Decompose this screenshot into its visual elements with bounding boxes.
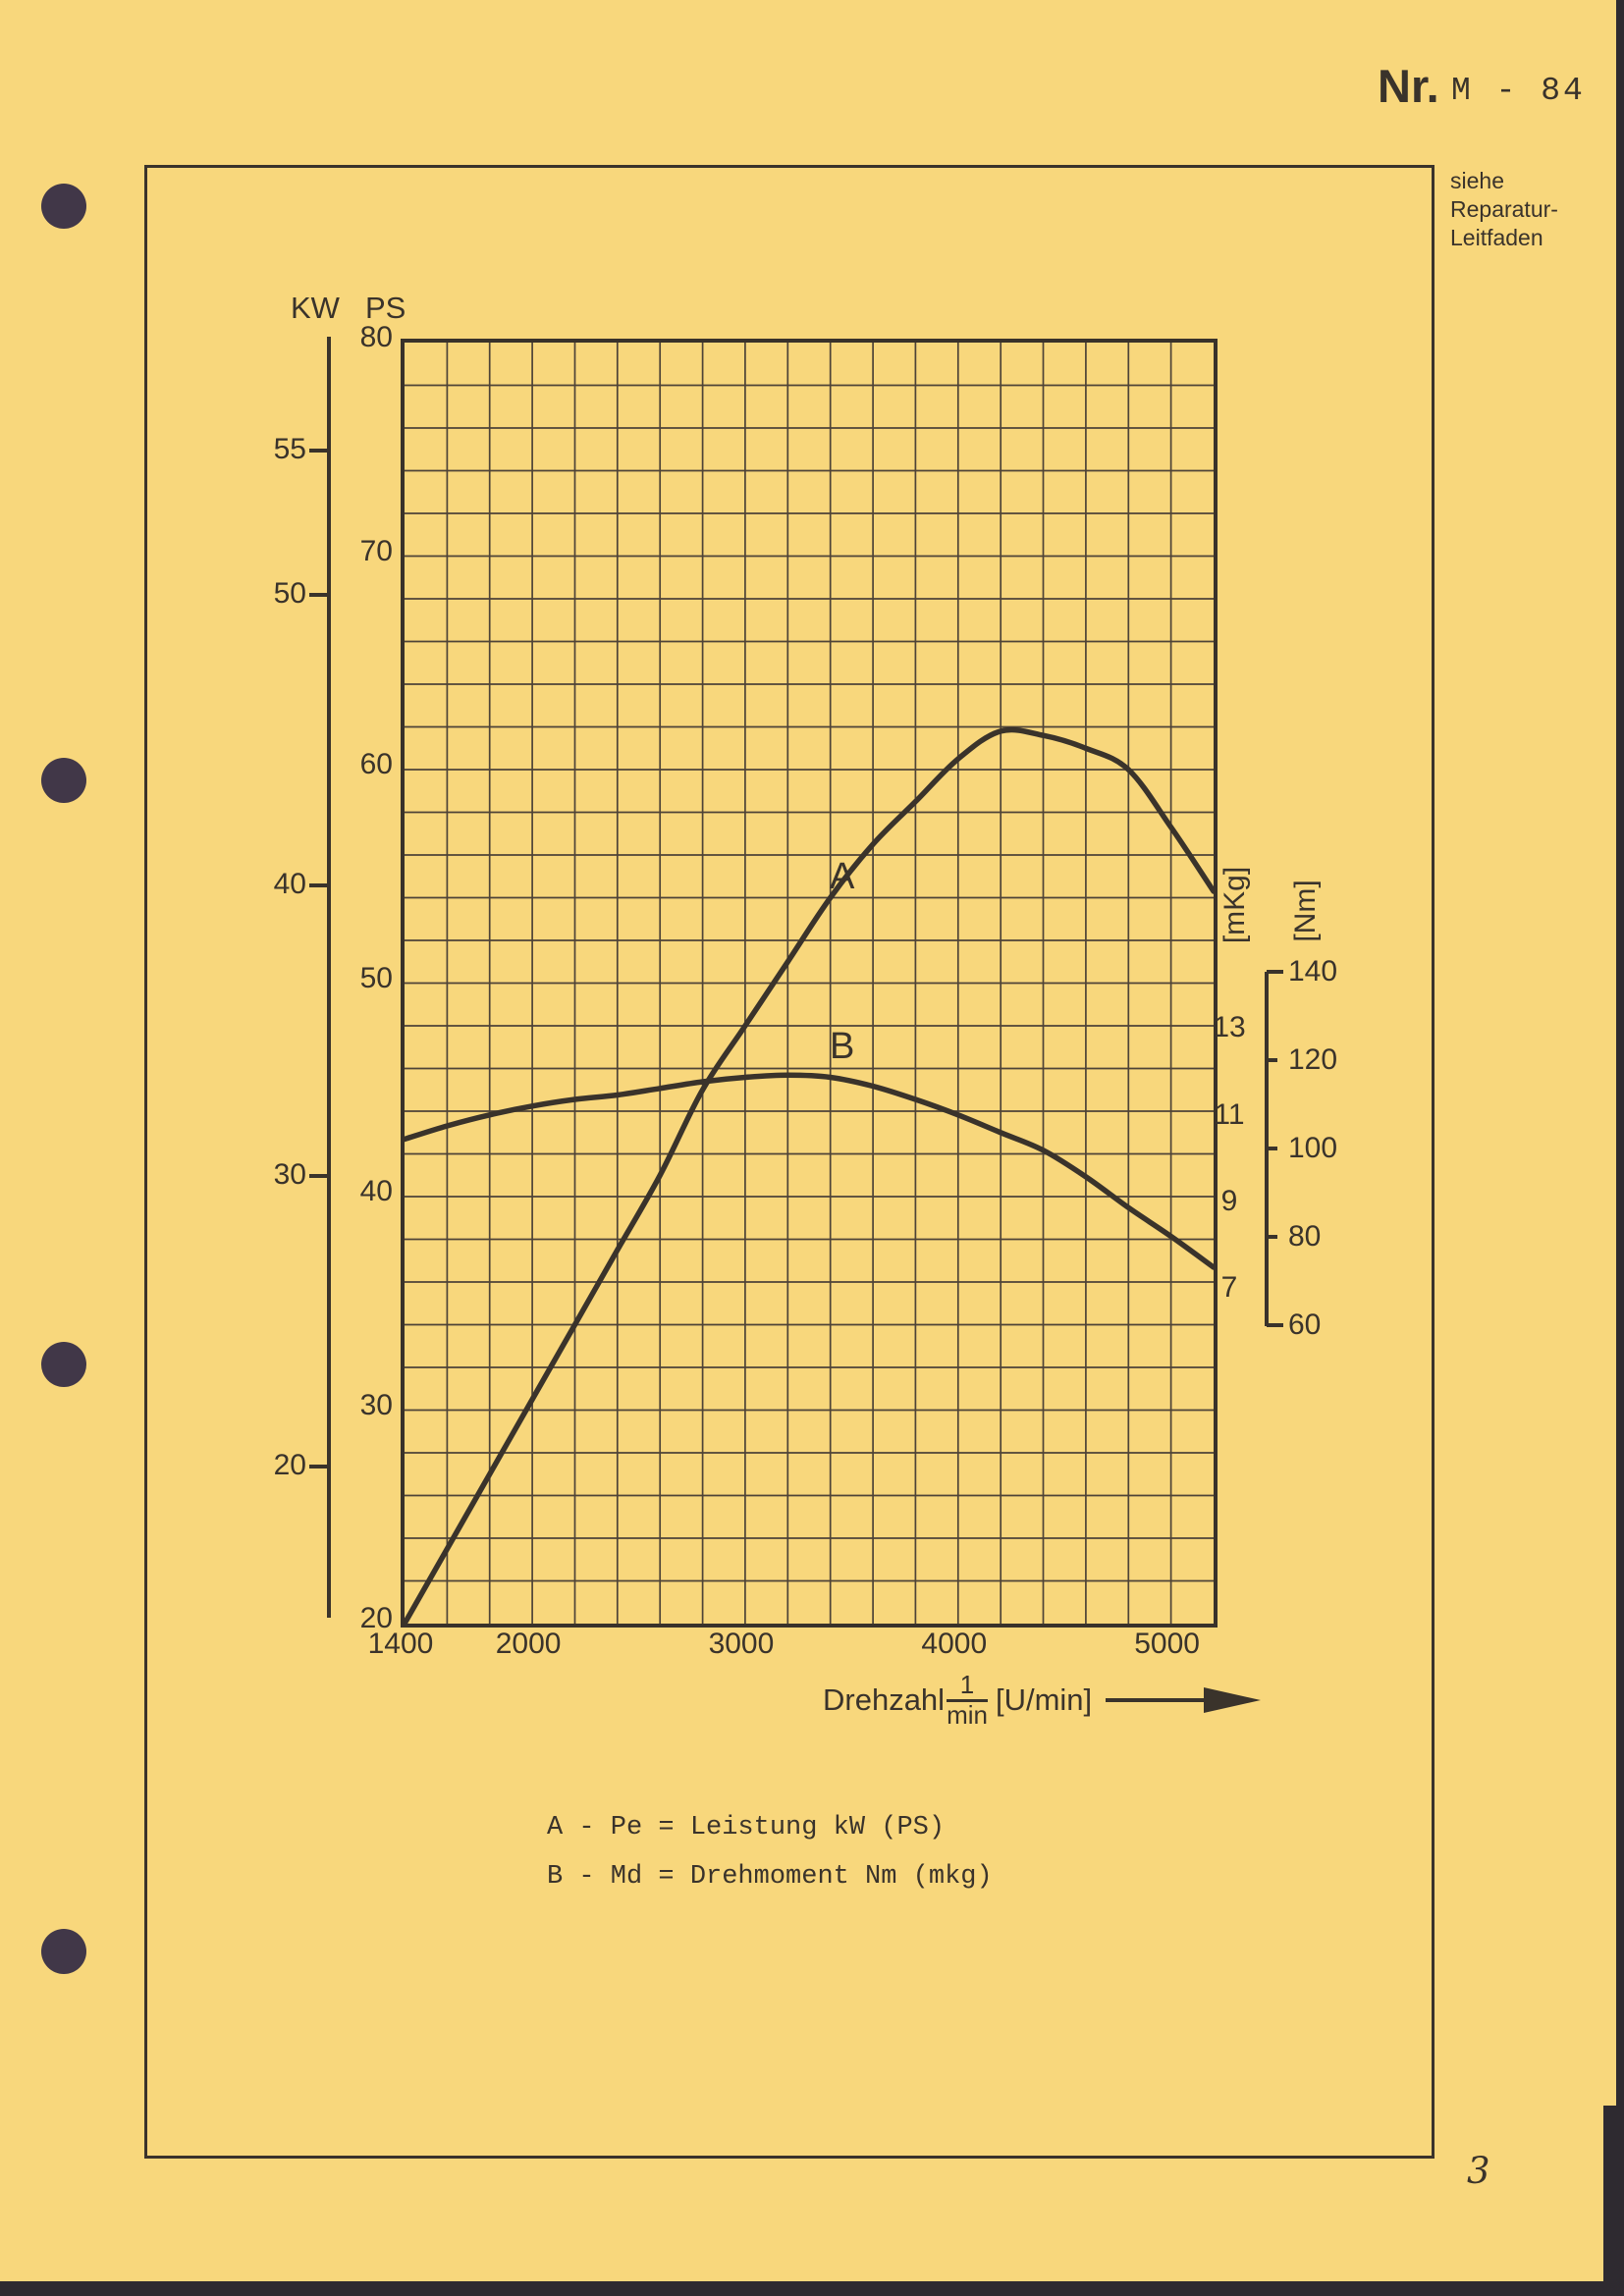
mkg-tick-label: 9 (1220, 1184, 1238, 1217)
ps-tick-label: 80 (359, 321, 393, 353)
nm-tick-mark (1267, 1058, 1277, 1062)
ps-tick-label: 70 (359, 534, 393, 567)
nm-tick-label: 60 (1288, 1308, 1322, 1341)
kw-tick-label: 55 (273, 432, 306, 465)
scan-edge-bottom (0, 2281, 1624, 2296)
kw-tick-mark (309, 448, 328, 453)
x-tick-label: 2000 (495, 1628, 562, 1660)
right-arrow-icon (1204, 1687, 1262, 1713)
x-axis-unit: [U/min] (995, 1682, 1093, 1717)
nm-tick-label: 120 (1288, 1043, 1338, 1076)
nm-tick-mark (1267, 970, 1283, 974)
grid-lines (405, 343, 1214, 1624)
nm-tick-mark (1267, 1323, 1283, 1327)
nm-tick-label: 140 (1288, 955, 1338, 988)
chart-canvas (405, 343, 1214, 1624)
x-tick-label: 4000 (921, 1628, 988, 1660)
x-axis-fraction: 1 min (947, 1672, 988, 1729)
mkg-tick-label: 11 (1214, 1097, 1245, 1131)
ps-tick-label: 20 (359, 1602, 393, 1634)
curve-a-power (405, 726, 1214, 1624)
legend-entry-a: A - Pe = Leistung kW (PS) (547, 1813, 946, 1842)
ps-axis-title: PS (365, 291, 406, 325)
ps-tick-label: 30 (359, 1388, 393, 1421)
kw-tick-mark (309, 1464, 328, 1468)
curve-b-torque (405, 1072, 1214, 1270)
scan-edge-right-bottom (1603, 2106, 1624, 2296)
x-tick-label: 5000 (1134, 1628, 1200, 1660)
kw-tick-mark (309, 883, 328, 888)
page-header-code: M - 84 (1451, 73, 1586, 109)
legend-entry-b: B - Md = Drehmoment Nm (mkg) (547, 1862, 993, 1892)
kw-tick-mark (309, 1173, 328, 1178)
side-note-line: siehe (1450, 168, 1504, 193)
kw-tick-label: 20 (273, 1448, 306, 1481)
binder-hole (41, 758, 86, 803)
kw-tick-label: 30 (273, 1157, 306, 1191)
kw-axis-title: KW (291, 291, 340, 325)
fraction-numerator: 1 (947, 1672, 988, 1702)
side-note: siehe Reparatur- Leitfaden (1450, 167, 1558, 252)
mkg-tick-label: 7 (1220, 1271, 1238, 1305)
side-note-line: Leitfaden (1450, 225, 1543, 250)
ps-tick-label: 50 (359, 961, 393, 994)
scan-edge-right (1616, 0, 1624, 2296)
ps-tick-label: 60 (359, 748, 393, 780)
nm-tick-label: 80 (1288, 1220, 1322, 1253)
nm-tick-mark (1267, 1235, 1277, 1239)
kw-tick-mark (309, 593, 328, 598)
nm-axis-title: [Nm] (1289, 880, 1322, 942)
binder-hole (41, 1929, 86, 1974)
fraction-denominator: min (947, 1700, 988, 1730)
kw-axis-line (327, 337, 331, 1618)
x-tick-label: 1400 (367, 1628, 434, 1660)
content-frame (144, 165, 1435, 2159)
curve-a-label: A (830, 856, 855, 897)
x-axis-quantity: Drehzahl (823, 1682, 946, 1717)
kw-tick-label: 50 (273, 577, 306, 611)
axis-arrow-shaft (1106, 1698, 1205, 1702)
x-tick-label: 3000 (708, 1628, 775, 1660)
mkg-tick-label: 13 (1213, 1011, 1246, 1044)
nm-tick-mark (1267, 1147, 1277, 1150)
x-axis-title: Drehzahl 1 min [U/min] (823, 1672, 1262, 1729)
side-note-line: Reparatur- (1450, 196, 1558, 222)
binder-hole (41, 184, 86, 229)
page-header-nr: Nr. (1378, 60, 1439, 112)
ps-tick-label: 40 (359, 1175, 393, 1207)
binder-hole (41, 1342, 86, 1387)
curve-b-label: B (830, 1026, 855, 1067)
plot-area (401, 339, 1218, 1628)
mkg-axis-title: [mKg] (1218, 866, 1251, 944)
nm-tick-label: 100 (1288, 1132, 1338, 1164)
kw-tick-label: 40 (273, 868, 306, 901)
page-number: 3 (1467, 2150, 1490, 2192)
